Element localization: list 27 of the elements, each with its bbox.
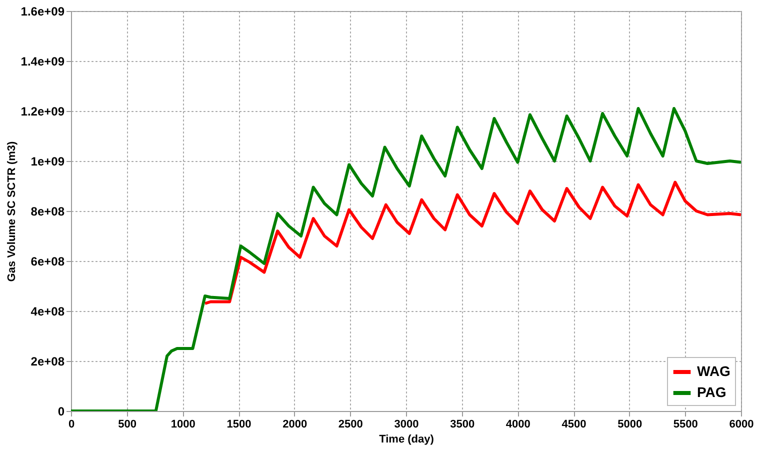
- legend-label: PAG: [697, 384, 726, 400]
- x-tick-label: 1500: [226, 418, 252, 430]
- x-tick-label: 4500: [562, 418, 586, 430]
- x-tick-label: 2500: [338, 418, 363, 430]
- y-tick-label: 4e+08: [30, 304, 65, 318]
- x-tick-label: 4000: [506, 418, 530, 430]
- y-tick-label: 1.2e+09: [20, 104, 65, 118]
- x-tick-label: 3000: [394, 418, 419, 430]
- y-tick-label: 8e+08: [30, 204, 65, 218]
- y-tick-label: 1.4e+09: [20, 54, 65, 68]
- x-tick-label: 0: [68, 418, 75, 430]
- y-tick-label: 1e+09: [30, 154, 65, 168]
- x-tick-label: 3500: [450, 418, 475, 430]
- y-axis-title: Gas Volume SC SCTR (m3): [6, 140, 18, 282]
- x-tick-label: 5000: [618, 418, 642, 430]
- line-series: [204, 180, 741, 305]
- legend-label: WAG: [697, 363, 731, 379]
- y-tick-label: 1.6e+09: [20, 4, 65, 18]
- x-tick-label: 1000: [170, 418, 196, 430]
- x-tick-label: 2000: [282, 418, 308, 430]
- x-tick-label: 5500: [673, 418, 698, 430]
- x-tick-label: 500: [118, 418, 137, 430]
- y-tick-label: 6e+08: [30, 254, 65, 268]
- x-tick-label: 6000: [729, 418, 754, 430]
- x-axis-title: Time (day): [379, 434, 434, 446]
- y-tick-label: 2e+08: [30, 354, 65, 368]
- y-tick-label: 0: [58, 404, 65, 418]
